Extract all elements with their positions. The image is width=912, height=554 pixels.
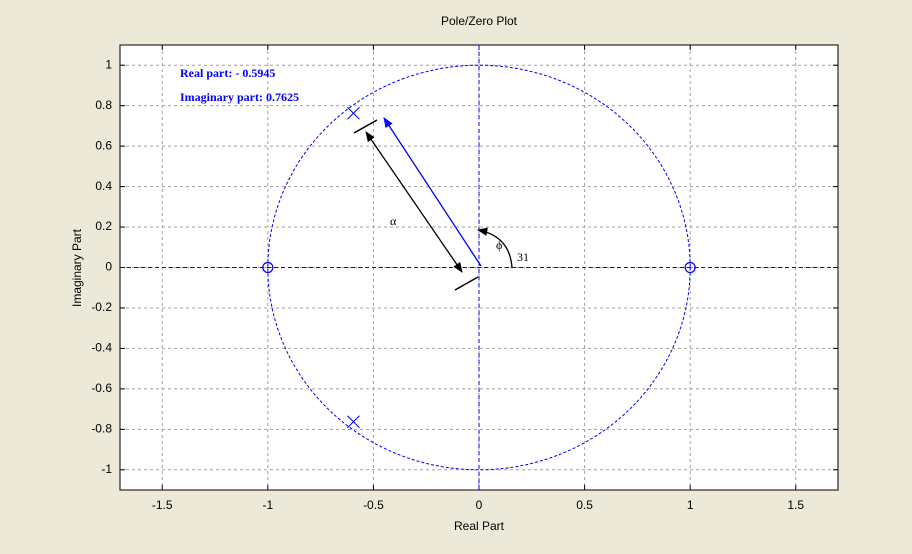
x-tick-label: 0 (476, 498, 483, 512)
phi-subscript: 31 (517, 250, 529, 264)
y-tick-label: -0.4 (91, 341, 112, 355)
y-tick-label: -0.2 (91, 300, 112, 314)
chart-title: Pole/Zero Plot (441, 14, 518, 28)
y-axis-label: Imaginary Part (70, 228, 84, 307)
x-tick-label: -1.5 (152, 498, 173, 512)
dimension-tick (353, 119, 378, 134)
x-tick-label: -0.5 (363, 498, 384, 512)
zero-marker (684, 261, 696, 274)
y-tick-label: -0.8 (91, 421, 112, 435)
y-tick-label: 0.6 (95, 138, 112, 152)
angle-arc (476, 227, 513, 269)
alpha-label: α (390, 214, 397, 228)
y-tick-label: 0 (105, 260, 112, 274)
unit-circle (267, 64, 691, 471)
real-part-note: Real part: - 0.5945 (180, 66, 275, 80)
pole-marker (347, 415, 360, 429)
x-tick-label: 1.5 (787, 498, 804, 512)
y-tick-label: -0.6 (91, 381, 112, 395)
y-tick-label: 0.2 (95, 219, 112, 233)
zero-marker (262, 261, 274, 274)
y-tick-label: 0.8 (95, 98, 112, 112)
phi-label: ϕ (496, 238, 502, 252)
x-axis-label: Real Part (454, 519, 505, 533)
x-tick-label: -1 (262, 498, 273, 512)
x-tick-label: 1 (687, 498, 694, 512)
dimension-tick (454, 276, 479, 291)
annotations: Real part: - 0.5945 Imaginary part: 0.76… (180, 66, 529, 291)
x-tick-label: 0.5 (576, 498, 593, 512)
alpha-arrow (365, 131, 463, 273)
pole-marker (347, 106, 360, 120)
y-tick-label: -1 (101, 462, 112, 476)
y-tick-label: 1 (105, 57, 112, 71)
imag-part-note: Imaginary part: 0.7625 (180, 90, 299, 104)
y-tick-label: 0.4 (95, 179, 112, 193)
